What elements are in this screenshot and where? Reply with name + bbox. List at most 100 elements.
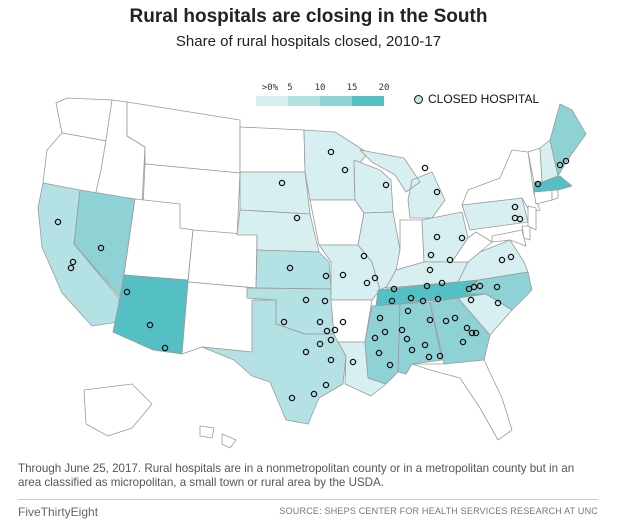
closed-hospital-marker	[404, 307, 412, 315]
state-fl	[411, 359, 513, 441]
closed-hospital-marker	[161, 344, 169, 352]
closed-hospital-marker	[433, 188, 441, 196]
legend-tick-1: 5	[287, 83, 293, 93]
closed-hospital-marker	[458, 234, 466, 242]
legend-ticks: >0% 5 10 15 20	[256, 83, 396, 95]
closed-hospital-marker	[562, 157, 570, 165]
closed-hospital-marker	[511, 203, 519, 211]
closed-hospital-marker-icon	[414, 94, 423, 104]
closed-hospital-marker	[327, 336, 335, 344]
closed-hospital-marker	[331, 326, 339, 334]
closed-hospital-marker	[511, 214, 519, 222]
source-credit: SOURCE: SHEPS CENTER FOR HEALTH SERVICES…	[279, 506, 598, 516]
closed-hospital-marker	[498, 256, 506, 264]
legend-swatch-2	[288, 96, 320, 106]
closed-hospital-marker	[339, 271, 347, 279]
closed-hospital-marker	[316, 340, 324, 348]
closed-hospital-marker	[375, 349, 383, 357]
legend-tick-2: 10	[314, 83, 326, 93]
closed-hospital-marker	[327, 148, 335, 156]
state-nj	[527, 205, 537, 231]
closed-hospital-marker	[69, 258, 77, 266]
footer-divider	[18, 499, 598, 500]
closed-hospital-marker	[421, 164, 429, 172]
closed-hospital-marker	[468, 329, 476, 337]
state-az	[112, 274, 189, 355]
closed-hospital-marker	[407, 294, 415, 302]
closed-hospital-marker	[451, 314, 459, 322]
closed-hospital-marker	[288, 394, 296, 402]
closed-hospital-marker	[427, 251, 435, 259]
closed-hospital-marker	[459, 338, 467, 346]
closed-hospital-marker	[381, 328, 389, 336]
state-hi	[199, 425, 237, 449]
closed-hospital-marker	[476, 282, 484, 290]
closed-hospital-marker	[67, 264, 75, 272]
closed-hospital-marker	[146, 321, 154, 329]
state-co	[187, 229, 258, 289]
state-de	[521, 225, 531, 241]
closed-hospital-marker	[390, 285, 398, 293]
closed-hospital-marker	[280, 318, 288, 326]
closed-hospital-marker	[494, 299, 502, 307]
closed-hospital-marker	[463, 324, 471, 332]
closed-hospital-marker	[278, 179, 286, 187]
closed-hospital-marker	[433, 233, 441, 241]
closed-hospital-marker	[54, 218, 62, 226]
closed-hospital-marker	[322, 272, 330, 280]
closed-hospital-marker	[423, 282, 431, 290]
closed-hospital-marker	[371, 334, 379, 342]
closed-hospital-label: CLOSED HOSPITAL	[428, 92, 540, 106]
legend-tick-3: 15	[346, 83, 358, 93]
closed-hospital-marker	[507, 253, 515, 261]
closed-hospital-marker	[316, 318, 324, 326]
state-ak	[83, 383, 153, 437]
closed-hospital-marker	[398, 326, 406, 334]
closed-hospital-marker	[426, 266, 434, 274]
closed-hospital-marker	[386, 361, 394, 369]
closed-hospital-marker	[467, 296, 475, 304]
state-in	[395, 219, 425, 271]
state-sd	[239, 171, 311, 215]
closed-hospital-marker	[446, 256, 454, 264]
color-scale-legend: >0% 5 10 15 20	[256, 83, 396, 106]
closed-hospital-marker	[493, 283, 501, 291]
closed-hospital-marker	[322, 381, 330, 389]
state-ri	[551, 189, 559, 201]
legend-swatch-3	[320, 96, 352, 106]
closed-hospital-marker	[339, 318, 347, 326]
closed-hospital-marker	[434, 295, 442, 303]
map-title: Rural hospitals are closing in the South	[129, 6, 488, 27]
closed-hospital-marker	[388, 297, 396, 305]
closed-hospital-legend: CLOSED HOSPITAL	[414, 92, 539, 106]
closed-hospital-marker	[286, 264, 294, 272]
closed-hospital-marker	[321, 297, 329, 305]
closed-hospital-marker	[436, 352, 444, 360]
closed-hospital-marker	[341, 166, 349, 174]
state-ia	[309, 199, 365, 246]
closed-hospital-markers	[54, 148, 570, 402]
closed-hospital-marker	[425, 353, 433, 361]
closed-hospital-marker	[419, 297, 427, 305]
closed-hospital-marker	[403, 335, 411, 343]
closed-hospital-marker	[123, 288, 131, 296]
closed-hospital-marker	[349, 358, 357, 366]
closed-hospital-marker	[323, 327, 331, 335]
footnote: Through June 25, 2017. Rural hospitals a…	[18, 462, 575, 489]
legend-bar	[256, 96, 396, 106]
closed-hospital-marker	[472, 329, 480, 337]
closed-hospital-marker	[293, 214, 301, 222]
state-ks	[255, 249, 332, 290]
closed-hospital-marker	[327, 356, 335, 364]
legend-swatch-1	[256, 96, 288, 106]
closed-hospital-marker	[421, 341, 429, 349]
closed-hospital-marker	[97, 244, 105, 252]
closed-hospital-marker	[438, 279, 446, 287]
state-md	[491, 229, 527, 247]
state-nm	[181, 281, 257, 355]
closed-hospital-marker	[310, 390, 318, 398]
closed-hospital-marker	[442, 317, 450, 325]
closed-hospital-marker	[408, 346, 416, 354]
map-subtitle: Share of rural hospitals closed, 2010-17	[175, 33, 442, 50]
closed-hospital-marker	[376, 314, 384, 322]
